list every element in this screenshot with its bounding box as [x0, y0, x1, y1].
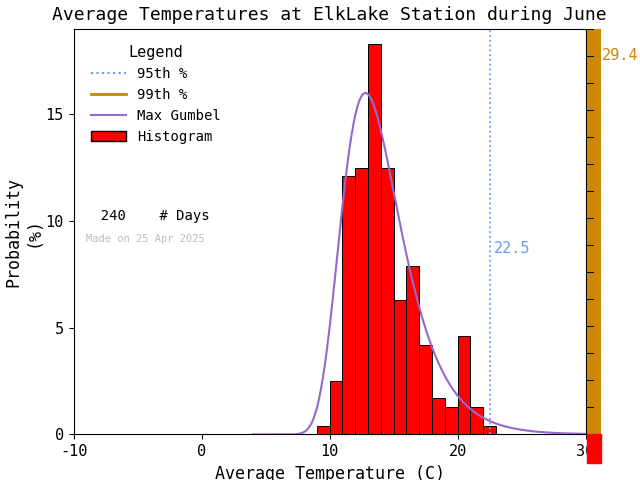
Bar: [445, 407, 458, 434]
Bar: [458, 336, 470, 434]
Text: Made on 25 Apr 2025: Made on 25 Apr 2025: [86, 234, 205, 244]
Bar: [483, 426, 496, 434]
Text: 240    # Days: 240 # Days: [84, 209, 209, 223]
X-axis label: Average Temperature (C): Average Temperature (C): [214, 465, 445, 480]
Legend: 95th %, 99th %, Max Gumbel, Histogram: 95th %, 99th %, Max Gumbel, Histogram: [86, 40, 227, 150]
Bar: [381, 168, 394, 434]
Bar: [406, 266, 419, 434]
Bar: [368, 44, 381, 434]
Title: Average Temperatures at ElkLake Station during June: Average Temperatures at ElkLake Station …: [52, 6, 607, 24]
Bar: [355, 168, 368, 434]
Bar: [419, 345, 432, 434]
Bar: [470, 407, 483, 434]
Bar: [432, 398, 445, 434]
Bar: [342, 176, 355, 434]
Y-axis label: Probability
(%): Probability (%): [4, 177, 43, 287]
Bar: [330, 381, 342, 434]
Bar: [587, 434, 601, 463]
Text: 22.5: 22.5: [493, 241, 530, 256]
Bar: [317, 426, 330, 434]
Text: 29.4: 29.4: [602, 48, 638, 63]
Bar: [394, 300, 406, 434]
